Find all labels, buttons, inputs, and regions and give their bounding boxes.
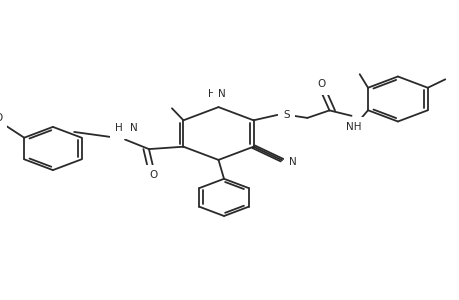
Text: O: O — [316, 80, 325, 89]
Text: H: H — [115, 124, 123, 134]
Text: N: N — [289, 157, 297, 167]
Text: N: N — [129, 124, 137, 134]
Text: NH: NH — [345, 122, 361, 132]
Text: O: O — [0, 113, 2, 123]
Text: O: O — [149, 170, 157, 180]
Text: N: N — [218, 89, 225, 99]
Text: S: S — [282, 110, 289, 120]
Text: H: H — [207, 89, 215, 99]
